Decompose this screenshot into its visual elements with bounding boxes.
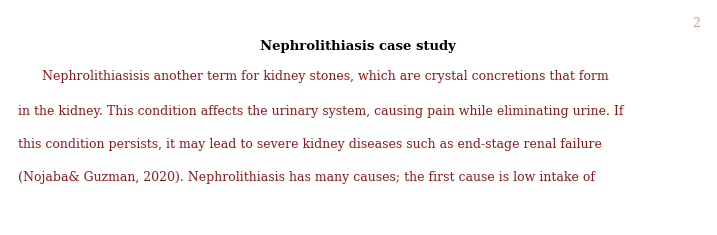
Text: this condition persists, it may lead to severe kidney diseases such as end-stage: this condition persists, it may lead to … [18,138,602,151]
Text: (Nojaba& Guzman, 2020). Nephrolithiasis has many causes; the first cause is low : (Nojaba& Guzman, 2020). Nephrolithiasis … [18,171,595,184]
Text: Nephrolithiasis case study: Nephrolithiasis case study [260,40,456,53]
Text: in the kidney. This condition affects the urinary system, causing pain while eli: in the kidney. This condition affects th… [18,105,624,118]
Text: 2: 2 [692,17,700,30]
Text: Nephrolithiasisis another term for kidney stones, which are crystal concretions : Nephrolithiasisis another term for kidne… [18,70,609,83]
